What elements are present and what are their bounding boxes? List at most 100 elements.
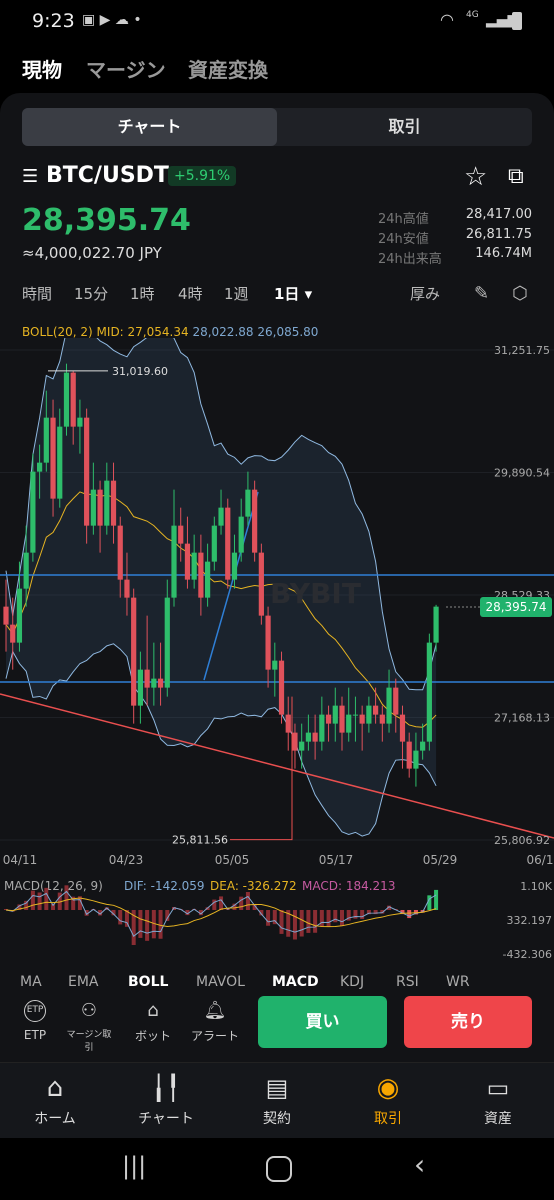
buy-button[interactable]: 買い bbox=[258, 996, 387, 1048]
etp-label: ETP bbox=[23, 1028, 47, 1042]
candle-body bbox=[305, 732, 311, 742]
macd-bar bbox=[400, 910, 405, 915]
macd-bar bbox=[71, 896, 76, 910]
ind-ema[interactable]: EMA bbox=[68, 974, 99, 990]
macd-bar bbox=[373, 910, 378, 915]
macd-bar bbox=[333, 910, 338, 923]
macd-dea-line bbox=[5, 897, 437, 928]
network-label: 4G bbox=[466, 10, 479, 20]
date-axis-label: 06/1 bbox=[527, 853, 554, 867]
tab-chart[interactable]: ╽╿ チャート bbox=[118, 1072, 214, 1128]
macd-bar bbox=[346, 910, 351, 921]
segment-trade[interactable]: 取引 bbox=[388, 117, 421, 136]
ind-rsi[interactable]: RSI bbox=[396, 974, 419, 990]
macd-axis-label: 1.10K bbox=[520, 880, 552, 893]
settings-icon[interactable]: ⬡ bbox=[512, 283, 528, 304]
macd-bar bbox=[64, 885, 69, 910]
pair-name[interactable]: BTC/USDT bbox=[46, 163, 169, 188]
ind-mavol[interactable]: MAVOL bbox=[196, 974, 245, 990]
margin-tool[interactable]: ⚇ マージン取引 bbox=[64, 1000, 114, 1053]
candle-body bbox=[426, 642, 432, 742]
candle-body bbox=[238, 516, 244, 553]
candle-body bbox=[184, 543, 191, 580]
macd-bar bbox=[319, 910, 324, 927]
ind-kdj[interactable]: KDJ bbox=[340, 974, 365, 990]
candle-body bbox=[252, 489, 258, 553]
candle-body bbox=[205, 561, 211, 598]
tf-time[interactable]: 時間 bbox=[22, 285, 53, 303]
timeframe-bar: 時間 15分 1時 4時 1週 1日 ▾ 厚み ✎ ⬡ bbox=[0, 283, 554, 307]
segment-control: チャート 取引 bbox=[22, 108, 532, 146]
macd-bar bbox=[98, 910, 103, 916]
chart-icon: ╽╿ bbox=[151, 1074, 181, 1102]
bot-label: ボット bbox=[134, 1029, 171, 1043]
last-price: 28,395.74 bbox=[22, 203, 191, 238]
macd-bar bbox=[84, 910, 89, 916]
macd-bar bbox=[24, 900, 29, 910]
candle-body bbox=[225, 507, 231, 580]
candle-body bbox=[23, 552, 29, 589]
tf-4h[interactable]: 4時 bbox=[178, 285, 203, 303]
boll-mid-line bbox=[5, 491, 437, 728]
macd-axis-label: 332.197 bbox=[507, 914, 553, 927]
tf-1h[interactable]: 1時 bbox=[130, 285, 155, 303]
tab-margin[interactable]: マージン bbox=[86, 58, 166, 82]
candle-body bbox=[379, 714, 385, 724]
candle-body bbox=[157, 678, 164, 688]
depth-toggle[interactable]: 厚み bbox=[410, 285, 441, 303]
ind-boll[interactable]: BOLL bbox=[128, 974, 169, 990]
tf-1d[interactable]: 1日 ▾ bbox=[274, 285, 313, 303]
candle-body bbox=[272, 660, 278, 670]
tab-home[interactable]: ⌂ ホーム bbox=[7, 1072, 103, 1128]
candle-body bbox=[258, 552, 264, 616]
alert-label: アラート bbox=[190, 1029, 239, 1043]
star-icon[interactable]: ☆ bbox=[464, 162, 488, 192]
alert-tool[interactable]: 🔔︎ アラート bbox=[190, 1000, 240, 1044]
candle-body bbox=[406, 741, 412, 769]
macd-bar bbox=[366, 910, 371, 915]
back-icon[interactable]: ‹ bbox=[414, 1148, 426, 1181]
tab-assets[interactable]: ▭ 資産 bbox=[450, 1072, 546, 1128]
system-nav-bar: ||| ‹ bbox=[0, 1138, 554, 1200]
etp-icon: ETP bbox=[24, 1000, 46, 1022]
candle-body bbox=[420, 741, 426, 751]
home-button-icon[interactable] bbox=[266, 1156, 292, 1182]
macd-bar bbox=[131, 910, 136, 945]
tab-spot[interactable]: 現物 bbox=[22, 58, 62, 82]
bot-tool[interactable]: ⌂ ボット bbox=[128, 1000, 178, 1044]
home-icon: ⌂ bbox=[46, 1073, 64, 1103]
macd-bar bbox=[245, 892, 250, 910]
candle-body bbox=[245, 489, 251, 517]
sell-button[interactable]: 売り bbox=[404, 996, 532, 1048]
current-price-tag bbox=[480, 597, 552, 618]
tab-convert[interactable]: 資産変換 bbox=[188, 58, 268, 82]
candle-body bbox=[63, 372, 70, 427]
high-marker-label: 31,019.60 bbox=[112, 365, 168, 378]
ind-macd[interactable]: MACD bbox=[272, 974, 319, 990]
share-icon[interactable]: ⧉ bbox=[508, 164, 524, 189]
indicator-tabs: MA EMA BOLL MAVOL MACD KDJ RSI WR bbox=[0, 974, 554, 992]
ind-ma[interactable]: MA bbox=[20, 974, 42, 990]
ind-wr[interactable]: WR bbox=[446, 974, 470, 990]
segment-chart[interactable]: チャート bbox=[22, 108, 277, 146]
tf-15m[interactable]: 15分 bbox=[74, 285, 109, 303]
candle-body bbox=[211, 525, 217, 562]
candle-body bbox=[57, 426, 63, 499]
change-badge: +5.91% bbox=[168, 166, 237, 186]
date-axis-label: 04/11 bbox=[3, 853, 38, 867]
menu-icon[interactable]: ☰ bbox=[22, 166, 39, 187]
tf-1w[interactable]: 1週 bbox=[224, 285, 249, 303]
macd-bar bbox=[57, 892, 62, 910]
macd-bar bbox=[124, 910, 129, 927]
recents-icon[interactable]: ||| bbox=[122, 1152, 147, 1180]
candle-body bbox=[30, 471, 36, 553]
pencil-icon[interactable]: ✎ bbox=[474, 283, 490, 304]
candle-body bbox=[433, 606, 439, 643]
candle-body bbox=[191, 552, 197, 580]
candlestick-chart[interactable]: 31,251.7529,890.5428,529.3327,168.1325,8… bbox=[0, 338, 554, 978]
tab-contract[interactable]: ▤ 契約 bbox=[229, 1072, 325, 1128]
tab-trade[interactable]: ◉ 取引 bbox=[340, 1072, 436, 1128]
macd-bar bbox=[279, 910, 284, 934]
jpy-price: ≈4,000,022.70 JPY bbox=[22, 244, 162, 262]
etp-tool[interactable]: ETP ETP bbox=[10, 1000, 60, 1042]
